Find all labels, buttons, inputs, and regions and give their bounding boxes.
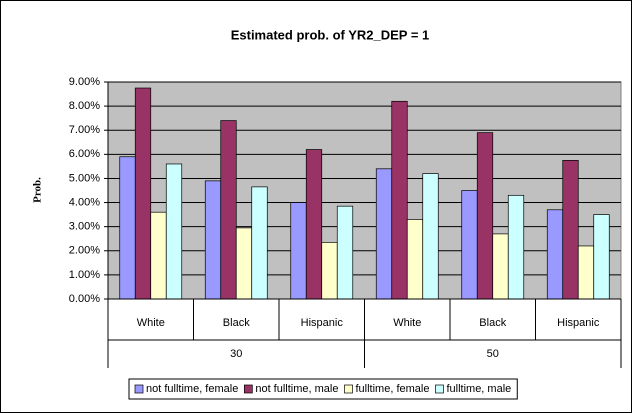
bar — [235, 227, 253, 300]
bar — [562, 160, 579, 300]
y-tick-label: 1.00% — [69, 269, 100, 281]
bar — [150, 211, 167, 300]
chart-title: Estimated prob. of YR2_DEP = 1 — [231, 27, 430, 42]
bar — [134, 87, 152, 300]
y-tick-label: 0.00% — [69, 293, 100, 305]
legend-box — [128, 378, 518, 400]
bar — [321, 241, 338, 300]
legend-swatch — [134, 384, 144, 394]
x-tick-label: Hispanic — [301, 317, 344, 329]
bar — [546, 209, 564, 300]
x-tick-label: White — [393, 317, 421, 329]
legend-swatch — [435, 384, 444, 394]
bar — [406, 219, 424, 300]
bar — [391, 100, 408, 300]
x-tick-label: Hispanic — [557, 317, 600, 329]
bar — [336, 205, 354, 300]
bar — [507, 194, 525, 300]
bar — [305, 149, 323, 300]
legend-label: fulltime, male — [446, 383, 511, 395]
x-tick-label: Black — [479, 317, 506, 329]
x-group-label: 50 — [487, 348, 499, 360]
bar — [492, 233, 509, 300]
bar — [422, 173, 439, 300]
y-axis-label: Prob. — [32, 177, 44, 203]
x-tick-label: White — [137, 317, 165, 329]
plot-area — [107, 81, 622, 300]
bar — [220, 120, 237, 300]
y-tick-label: 2.00% — [69, 245, 100, 257]
y-tick-label: 6.00% — [69, 148, 100, 160]
bar — [476, 132, 494, 300]
legend-label: fulltime, female — [355, 383, 429, 395]
y-tick-label: 7.00% — [69, 124, 100, 136]
bar — [165, 163, 183, 300]
x-tick-label: Black — [223, 317, 250, 329]
y-tick-label: 9.00% — [69, 76, 100, 88]
y-tick-label: 8.00% — [69, 100, 100, 112]
legend-label: not fulltime, male — [255, 383, 338, 395]
bar — [375, 168, 393, 300]
bar — [290, 202, 307, 300]
legend-swatch — [243, 384, 253, 394]
bar — [204, 180, 222, 300]
bar — [593, 214, 610, 300]
bar — [461, 190, 478, 300]
bar — [119, 156, 136, 300]
bar — [577, 245, 595, 300]
x-group-label: 30 — [230, 348, 242, 360]
y-tick-label: 4.00% — [69, 196, 100, 208]
bar — [251, 186, 268, 300]
legend-swatch — [344, 384, 353, 394]
y-tick-label: 3.00% — [69, 221, 100, 233]
legend-label: not fulltime, female — [146, 383, 238, 395]
y-tick-label: 5.00% — [69, 172, 100, 184]
